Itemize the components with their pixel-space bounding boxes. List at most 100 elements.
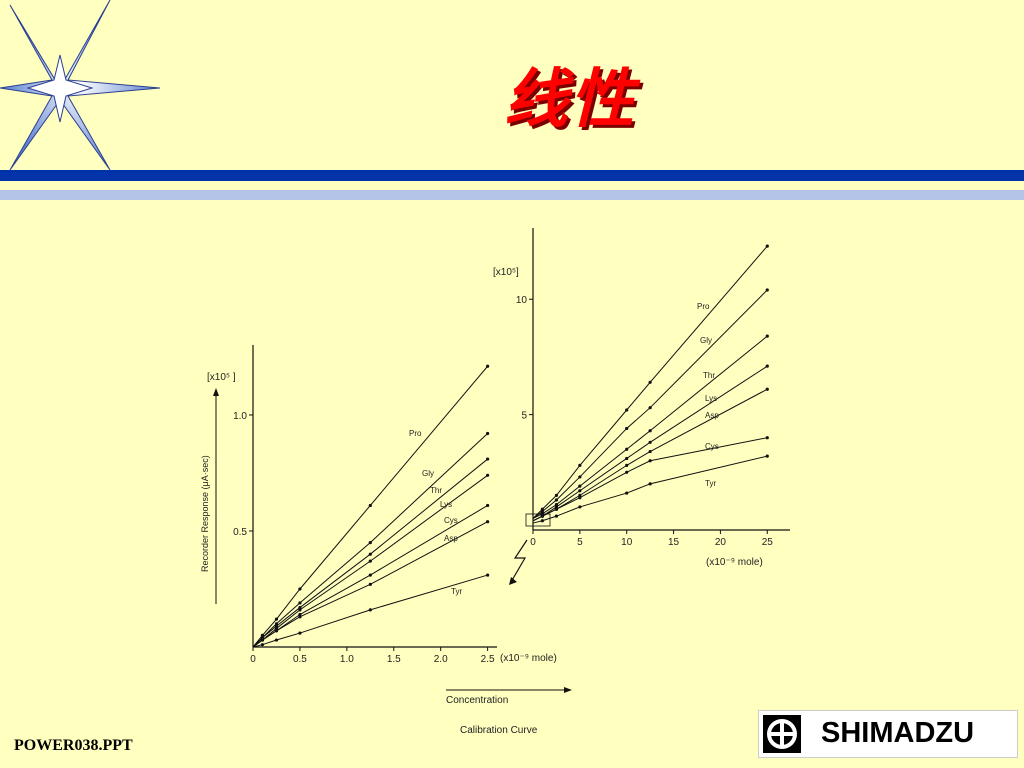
logo-text: SHIMADZU xyxy=(821,717,975,749)
data-point xyxy=(540,509,544,514)
x-label-arrowhead xyxy=(564,687,572,693)
data-point xyxy=(260,643,264,647)
footer-filename: POWER038.PPT xyxy=(14,737,133,754)
data-point xyxy=(298,601,302,605)
y-label-arrowhead xyxy=(213,388,219,396)
data-point xyxy=(486,473,490,477)
data-point xyxy=(298,615,302,619)
data-point xyxy=(540,512,544,516)
data-point xyxy=(648,440,652,444)
data-point xyxy=(298,612,302,617)
data-point xyxy=(298,605,302,610)
data-point xyxy=(274,622,279,626)
data-point xyxy=(486,503,490,508)
data-point xyxy=(648,449,652,454)
data-point xyxy=(578,484,582,488)
data-point xyxy=(540,519,544,523)
data-point xyxy=(578,496,582,500)
x-axis-label: Concentration xyxy=(446,695,508,706)
data-point xyxy=(554,514,559,518)
data-point xyxy=(765,454,769,458)
data-point xyxy=(274,617,279,621)
series-line-tyr xyxy=(532,455,768,524)
chart-2: [x10⁵] (x10⁻⁹ mole) 0 5 10 15 20 25 5 10 Pro Gly T… xyxy=(493,228,790,585)
data-point xyxy=(260,638,264,642)
x-tick-label: 2.0 xyxy=(434,654,448,665)
y-axis-label: Recorder Response (μA·sec) xyxy=(200,455,210,572)
data-point xyxy=(625,491,629,495)
series-label-pro: Pro xyxy=(697,302,710,311)
series-line-pro xyxy=(252,365,488,648)
data-point xyxy=(765,334,769,338)
data-point xyxy=(298,631,302,635)
data-point xyxy=(765,244,769,248)
data-point xyxy=(765,364,769,368)
chart-1: [x10⁵ ] (x10⁻⁹ mole) Recorder Response (… xyxy=(200,345,572,736)
series-label-cys: Cys xyxy=(705,442,719,451)
scale-label: [x10⁵ ] xyxy=(207,372,236,383)
data-point xyxy=(765,288,769,292)
data-point xyxy=(625,463,629,467)
x-tick-label: 10 xyxy=(621,537,633,548)
series-line-tyr xyxy=(252,574,488,648)
series-label-lys: Lys xyxy=(705,394,717,403)
data-point xyxy=(578,475,582,479)
series-label-tyr: Tyr xyxy=(451,587,462,596)
x-tick-label: 2.5 xyxy=(481,654,495,665)
data-point xyxy=(274,638,279,642)
series-label-pro: Pro xyxy=(409,429,422,438)
data-point xyxy=(486,364,490,368)
series-label-asp: Asp xyxy=(705,411,719,420)
star-burst-icon xyxy=(0,0,161,171)
y-tick-label: 0.5 xyxy=(233,527,247,538)
data-point xyxy=(540,514,544,518)
y-tick-label: 1.0 xyxy=(233,411,247,422)
data-point xyxy=(648,429,652,433)
data-point xyxy=(368,503,372,508)
data-point xyxy=(486,573,490,577)
shimadzu-logo: SHIMADZU xyxy=(758,710,1018,758)
series-label-asp: Asp xyxy=(444,534,458,543)
data-point xyxy=(625,470,629,474)
data-point xyxy=(260,633,264,637)
data-point xyxy=(554,493,559,497)
data-point xyxy=(765,436,769,440)
data-point xyxy=(486,520,490,524)
series-line-asp xyxy=(252,521,488,648)
shimadzu-logo-icon xyxy=(763,715,801,753)
data-point xyxy=(368,552,372,556)
data-point xyxy=(648,380,652,384)
data-point xyxy=(554,503,559,507)
zoom-lightning-arrowhead xyxy=(509,577,517,585)
x-tick-label: 0 xyxy=(250,654,256,665)
data-point xyxy=(368,540,372,545)
data-point xyxy=(554,505,559,509)
series-label-gly: Gly xyxy=(422,469,434,478)
header-band-light xyxy=(0,190,1024,200)
x-tick-label: 25 xyxy=(762,537,774,548)
data-point xyxy=(368,608,372,612)
data-point xyxy=(578,505,582,509)
data-point xyxy=(486,431,490,436)
data-point xyxy=(625,408,629,412)
x-tick-label: 5 xyxy=(577,537,583,548)
data-point xyxy=(368,573,372,577)
data-point xyxy=(578,493,582,497)
x-tick-label: 20 xyxy=(715,537,727,548)
data-point xyxy=(368,582,372,586)
data-point xyxy=(540,507,544,511)
series-label-cys: Cys xyxy=(444,516,458,525)
y-tick-label: 5 xyxy=(521,411,527,422)
data-point xyxy=(554,507,559,511)
scale-label: [x10⁵] xyxy=(493,267,519,278)
data-point xyxy=(298,608,302,612)
chart-caption: Calibration Curve xyxy=(460,725,538,736)
data-point xyxy=(648,482,652,486)
zoom-lightning-icon xyxy=(510,539,528,583)
data-point xyxy=(648,406,652,410)
data-point xyxy=(298,587,302,591)
series-label-lys: Lys xyxy=(440,500,452,509)
x-tick-label: 0 xyxy=(530,537,536,548)
data-point xyxy=(260,636,264,640)
data-point xyxy=(648,459,652,463)
